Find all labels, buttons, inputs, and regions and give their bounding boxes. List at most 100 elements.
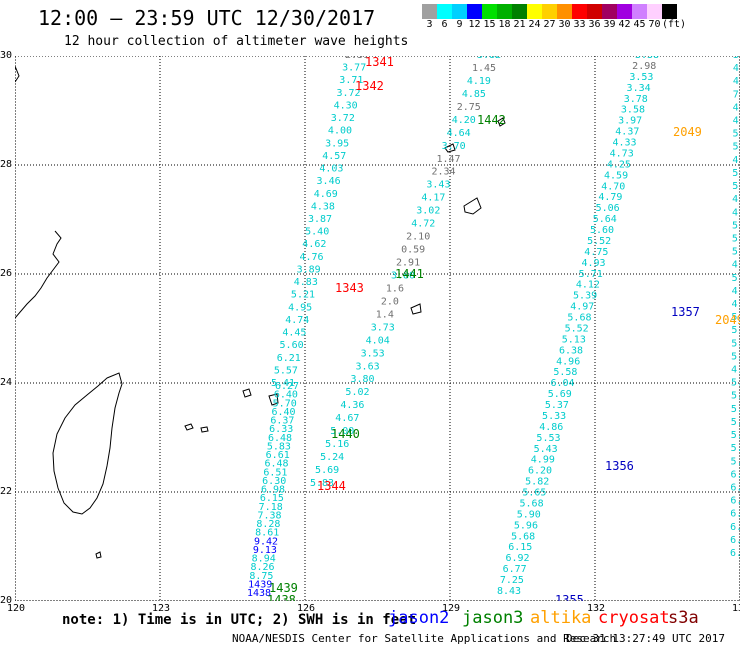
wave-height-value: 5.21: [291, 290, 315, 301]
wave-height-value: 3.02: [416, 206, 440, 217]
wave-height-value: 6.51: [263, 467, 287, 478]
wave-height-value: 3.72: [331, 113, 355, 124]
wave-height-value: 3.38: [635, 56, 659, 61]
legend-color-box: [542, 4, 557, 19]
wave-height-value: 4.33: [612, 138, 636, 149]
legend-tick-label: 42: [618, 19, 631, 30]
coastlines: [15, 65, 506, 559]
legend-color-box: [497, 4, 512, 19]
wave-height-value: 5.41: [271, 378, 295, 389]
legend-tick-label: 9: [456, 19, 463, 30]
wave-height-value: 4.36: [340, 400, 364, 411]
wave-height-value: 3.87: [308, 214, 332, 225]
track-jason3-1441: 1441: [395, 267, 424, 281]
legend-color-box: [527, 4, 542, 19]
credit: NOAA/NESDIS Center for Satellite Applica…: [232, 632, 617, 645]
lon-label: 135: [732, 603, 740, 614]
wave-height-value: 6.20: [528, 466, 552, 477]
legend-color-box: [437, 4, 452, 19]
wave-height-value: 4.96: [556, 356, 580, 367]
wave-height-value: 6.27: [275, 381, 299, 392]
footer-note: note: 1) Time is in UTC; 2) SWH is in fe…: [62, 612, 417, 628]
wave-height-value: 7.25: [500, 575, 524, 586]
altimeter-tracks: 2.313.773.713.724.303.724.003.954.574.03…: [247, 56, 740, 601]
wave-height-value: 5.16: [325, 439, 349, 450]
track-jason2-1344: 6.276.405.706.406.376.336.485.836.616.48…: [247, 381, 346, 599]
wave-height-value: 4.03: [732, 155, 740, 166]
wave-height-value: 5.68: [511, 531, 535, 542]
wave-height-value: 4.99: [531, 455, 555, 466]
wave-height-value: 4.00: [328, 126, 352, 137]
track-jason3-1440: 1440: [331, 427, 360, 441]
wave-height-value: 6.98: [261, 485, 285, 496]
graticule: [15, 56, 740, 601]
wave-height-value: 7.38: [258, 510, 282, 521]
wave-height-value: 5.52: [565, 323, 589, 334]
sat-label-cryosat: cryosat: [598, 608, 670, 628]
track-jason3-1438: 1438: [267, 593, 296, 601]
pass-label: 1442: [477, 113, 506, 127]
wave-height-value: 3.43: [426, 180, 450, 191]
wave-height-value: 4.91: [732, 260, 740, 271]
wave-height-value: 4.75: [584, 247, 608, 258]
track-jason2-1341: 2.313.773.713.724.303.724.003.954.574.03…: [271, 56, 394, 389]
wave-height-value: 4.95: [288, 302, 312, 313]
legend-color-box: [662, 4, 677, 19]
map-canvas: 2.313.773.713.724.303.724.003.954.574.03…: [15, 56, 740, 601]
wave-height-value: 4.30: [334, 100, 358, 111]
wave-height-value: 5.60: [590, 225, 614, 236]
wave-height-value: 2.34: [431, 167, 455, 178]
page-subtitle: 12 hour collection of altimeter wave hei…: [64, 34, 409, 49]
legend-tick-label: 12: [468, 19, 481, 30]
wave-height-value: 7.18: [259, 502, 283, 513]
wave-height-value: 5.43: [732, 233, 740, 244]
legend-color-box: [617, 4, 632, 19]
wave-height-value: 4.79: [598, 192, 622, 203]
wave-height-value: 4.04: [366, 335, 390, 346]
wave-height-value: 5.33: [542, 411, 566, 422]
wave-height-value: 3.53: [361, 348, 385, 359]
wave-height-value: 4.86: [539, 422, 563, 433]
pass-label: 1344: [317, 479, 346, 493]
wave-height-value: 6.40: [272, 407, 296, 418]
legend-color-box: [482, 4, 497, 19]
pass-label: 2049: [715, 313, 740, 327]
legend-color-box: [572, 4, 587, 19]
wave-height-value: 5.58: [553, 367, 577, 378]
wave-height-value: 5.28: [731, 325, 740, 336]
legend-color-box: [422, 4, 437, 19]
wave-height-value: 5.08: [731, 430, 740, 441]
wave-height-value: 1.6: [386, 283, 404, 294]
wave-height-value: 3.46: [317, 176, 341, 187]
wave-height-value: 4.69: [314, 189, 338, 200]
wave-height-value: 4.19: [467, 76, 491, 87]
legend-tick-label: 39: [603, 19, 616, 30]
wave-height-value: 2.98: [632, 61, 656, 72]
legend-tick-label: 24: [528, 19, 541, 30]
wave-height-value: 8.26: [251, 562, 275, 573]
page-title: 12:00 – 23:59 UTC 12/30/2017: [38, 6, 376, 30]
legend-tick-label: 36: [588, 19, 601, 30]
wave-height-value: 4.20: [452, 115, 476, 126]
wave-height-value: 6.48: [268, 433, 292, 444]
wave-height-value: 5.39: [573, 291, 597, 302]
wave-height-value: 5.69: [548, 389, 572, 400]
wave-height-value: 3.2: [733, 56, 740, 61]
wave-height-value: 6.1: [730, 496, 740, 507]
wave-height-value: 6.92: [505, 553, 529, 564]
wave-height-value: 4.73: [610, 148, 634, 159]
track-jason2-1356: 1356: [605, 459, 634, 473]
wave-height-value: 3.97: [618, 116, 642, 127]
wave-height-value: 6.1: [730, 482, 740, 493]
legend-tick-label: 21: [513, 19, 526, 30]
wave-height-value: 4.85: [462, 89, 486, 100]
wave-height-value: 5.20: [731, 391, 740, 402]
wave-height-value: 1.4: [376, 309, 394, 320]
legend-color-box: [602, 4, 617, 19]
wave-height-value: 5.80: [731, 443, 740, 454]
wave-height-value: 4.45: [282, 328, 306, 339]
wave-height-value: 5.70: [273, 398, 297, 409]
wave-height-value: 6.1: [730, 509, 740, 520]
wave-height-value: 5.82: [525, 477, 549, 488]
pass-label: 1356: [605, 459, 634, 473]
